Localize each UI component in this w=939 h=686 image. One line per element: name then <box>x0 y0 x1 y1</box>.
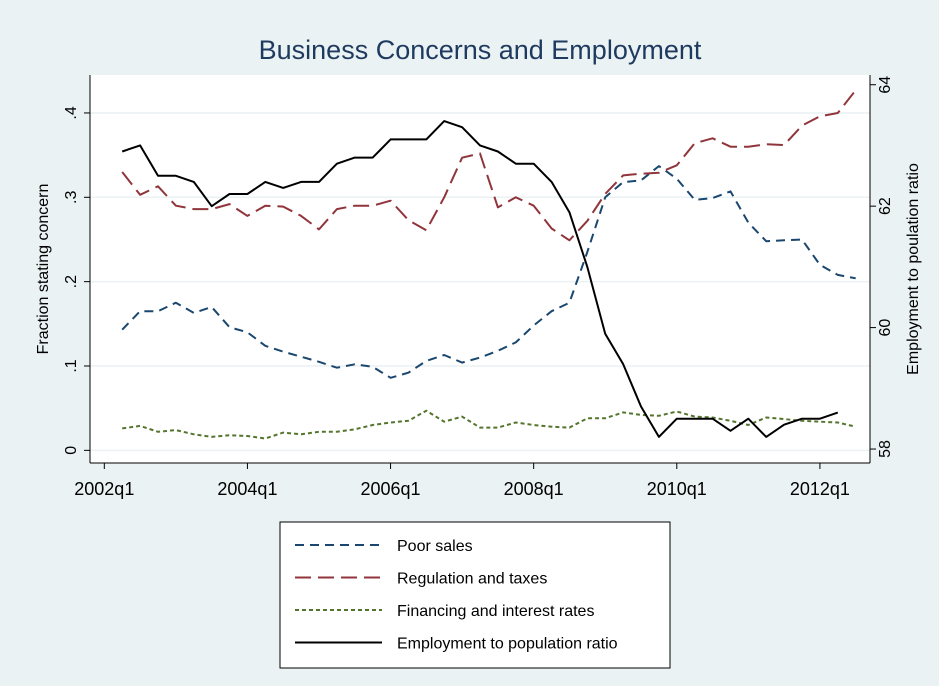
x-tick-label: 2008q1 <box>504 479 564 499</box>
y2-tick-label: 62 <box>877 197 894 215</box>
x-tick-label: 2006q1 <box>361 479 421 499</box>
legend-label: Regulation and taxes <box>397 571 547 588</box>
y2-tick-label: 64 <box>877 76 894 94</box>
y2-tick-label: 58 <box>877 440 894 458</box>
series-line <box>121 89 857 242</box>
series-line <box>121 165 856 379</box>
plot-area <box>90 75 870 463</box>
legend <box>279 521 671 669</box>
y-tick-label: .4 <box>63 106 80 119</box>
x-tick-label: 2002q1 <box>74 479 134 499</box>
series-line <box>121 120 839 438</box>
legend-label: Poor sales <box>397 538 473 555</box>
x-tick-label: 2010q1 <box>647 479 707 499</box>
y-tick-label: .1 <box>63 359 80 372</box>
x-tick-label: 2012q1 <box>790 479 850 499</box>
series-line <box>122 409 856 440</box>
x-tick-label: 2004q1 <box>217 479 277 499</box>
y2-axis-title: Employment to poulation ratio <box>905 163 922 375</box>
chart-title: Business Concerns and Employment <box>259 35 702 65</box>
y2-tick-label: 60 <box>877 319 894 337</box>
y-tick-label: .3 <box>63 191 80 204</box>
y-tick-label: .2 <box>63 275 80 288</box>
y-axis-title: Fraction stating concern <box>35 184 52 355</box>
y-tick-label: 0 <box>63 446 80 455</box>
legend-label: Financing and interest rates <box>397 603 594 620</box>
legend-label: Employment to population ratio <box>397 636 618 653</box>
